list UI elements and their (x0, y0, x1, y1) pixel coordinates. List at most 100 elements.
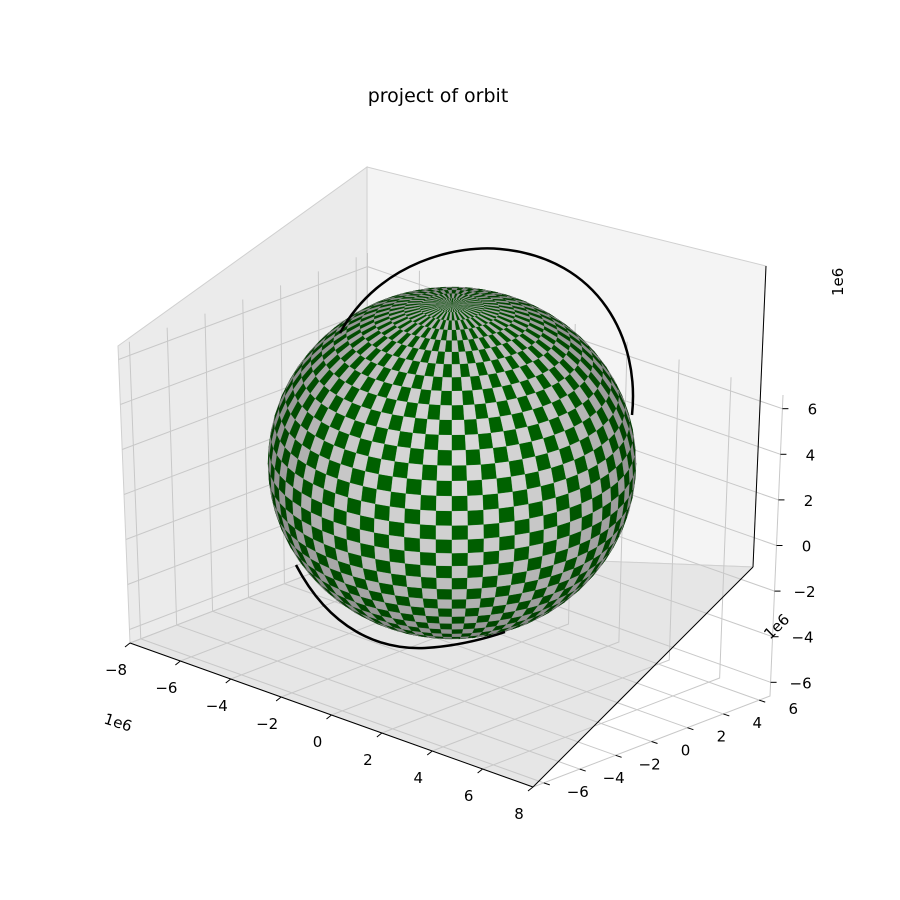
surface-patch (410, 432, 427, 450)
sphere-surface (267, 286, 637, 640)
z-grid-line (118, 266, 783, 410)
x-tick-mark (175, 660, 181, 666)
x-grid-line (532, 394, 784, 788)
x-tick-label: −4 (206, 697, 228, 715)
surface-patch (481, 575, 499, 589)
y-grid-line (204, 313, 616, 756)
surface-patch (465, 448, 482, 466)
surface-patch (419, 524, 437, 540)
surface-patch (464, 433, 480, 451)
surface-patch (451, 390, 464, 406)
surface-patch (512, 488, 529, 507)
y-tick-mark (579, 768, 586, 772)
surface-patch (405, 478, 423, 496)
surface-patch (420, 494, 437, 511)
surface-patch (392, 460, 410, 479)
surface-patch (365, 455, 382, 475)
surface-patch (431, 376, 444, 391)
x-tick-label: 0 (313, 733, 323, 751)
surface-patch (481, 478, 499, 496)
orbit-back-arc (338, 247, 635, 416)
surface-patch (482, 493, 500, 510)
z-tick-label: −2 (793, 583, 815, 601)
surface-patch (390, 573, 408, 587)
y-grid-line (280, 285, 688, 729)
x-axis-line (129, 642, 534, 788)
y-tick-label: 6 (788, 700, 798, 718)
surface-patch (422, 448, 439, 466)
surface-patch (451, 363, 462, 378)
surface-patch (376, 473, 394, 492)
y-tick-mark (759, 699, 766, 703)
surface-patch (496, 476, 514, 494)
surface-patch (451, 495, 469, 512)
surface-patch (394, 445, 412, 464)
z-tick-label: −6 (790, 674, 812, 692)
x-tick-label: 8 (514, 805, 524, 823)
surface-patch (439, 404, 453, 421)
x-tick-mark (326, 714, 332, 720)
surface-patch (440, 390, 453, 406)
surface-patch (451, 419, 466, 436)
surface-patch (425, 418, 440, 435)
surface-patch (443, 351, 453, 365)
surface-patch (435, 495, 453, 512)
surface-patch (451, 376, 463, 392)
surface-patch (404, 536, 421, 553)
surface-patch (451, 616, 466, 624)
surface-patch (451, 480, 468, 497)
surface-patch (467, 494, 484, 511)
surface-patch (437, 434, 453, 451)
surface-patch (425, 615, 440, 624)
surface-patch (451, 524, 469, 540)
surface-patch (405, 575, 423, 589)
x-tick-label: 4 (413, 769, 423, 787)
surface-patch (404, 563, 422, 578)
y-tick-mark (615, 754, 622, 758)
surface-patch (362, 470, 380, 490)
chart-title: project of orbit (368, 85, 509, 107)
surface-patch (442, 363, 453, 378)
surface-patch (424, 607, 440, 617)
surface-patch (404, 550, 421, 566)
z-tick-label: −4 (791, 629, 813, 647)
z-offset-label: 1e6 (829, 268, 847, 296)
surface-patch (378, 458, 396, 477)
surface-patch (419, 509, 437, 526)
surface-patch (494, 460, 512, 479)
surface-patch (438, 616, 453, 624)
surface-patch (419, 551, 437, 566)
surface-patch (404, 508, 421, 525)
surface-patch (451, 608, 467, 617)
y-axis-line (532, 566, 754, 788)
surface-patch (421, 464, 438, 481)
surface-patch (466, 464, 483, 481)
axis-ticks: −8 −6 −4 −2 0 2 4 6 8 −6 −4 −2 0 2 4 6 −6 −4 −2 0 2 4 6 (105, 265, 817, 823)
z-tick-label: 0 (802, 538, 812, 556)
surface-patch (480, 586, 498, 599)
surface-patch (408, 447, 425, 465)
y-tick-mark (687, 727, 694, 731)
surface-patch (440, 628, 453, 634)
surface-patch (463, 403, 477, 420)
surface-patch (424, 433, 440, 451)
surface-patch (498, 548, 515, 564)
surface-patch (496, 573, 514, 587)
surface-patch (466, 576, 484, 590)
surface-patch (436, 464, 453, 481)
surface-patch (466, 587, 483, 600)
surface-patch (482, 563, 500, 578)
x-tick-mark (376, 732, 383, 738)
y-grid-line (128, 341, 544, 784)
surface-patch (388, 534, 405, 551)
y-tick-mark (543, 782, 550, 786)
x-offset-label: 1e6 (102, 710, 135, 736)
orbit-line (294, 247, 635, 650)
surface-patch (467, 538, 485, 554)
y-tick-mark (723, 713, 730, 717)
surface-patch (438, 419, 453, 436)
orbit-front-arc (294, 564, 506, 650)
surface-patch (464, 418, 479, 435)
surface-patch (373, 518, 390, 536)
surface-patch (435, 510, 453, 526)
